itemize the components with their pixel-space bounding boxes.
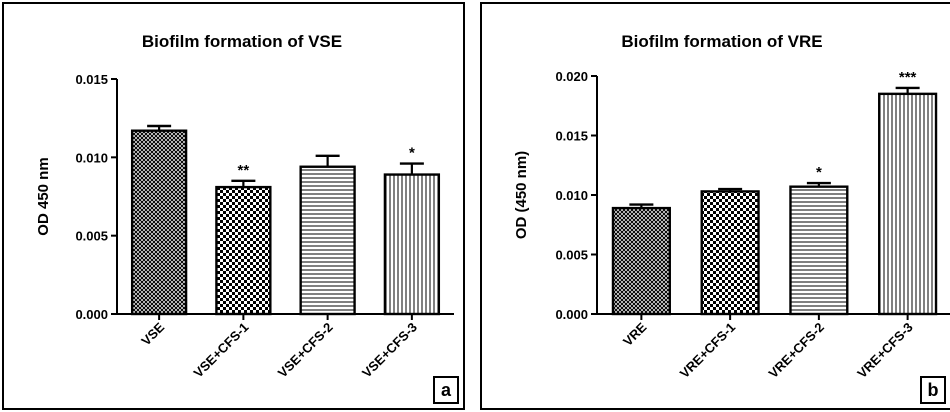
panel-label: a <box>433 376 459 404</box>
y-tick-label: 0.020 <box>555 69 588 84</box>
bar-vse <box>130 129 188 316</box>
significance-label: * <box>409 145 415 162</box>
category-label: VRE+CFS-3 <box>854 320 915 381</box>
category-label: VSE+CFS-3 <box>359 320 420 381</box>
bar-vre-cfs-1 <box>700 190 760 316</box>
y-tick-label: 0.015 <box>75 72 108 87</box>
category-label: VSE+CFS-1 <box>191 320 252 381</box>
chart-svg-vre: Biofilm formation of VRE OD (450 nm) 0.000… <box>513 32 950 381</box>
chart-title: Biofilm formation of VSE <box>142 32 342 51</box>
y-axis-label: OD 450 nm <box>35 157 52 235</box>
chart-panel-vre: Biofilm formation of VRE OD (450 nm) 0.000… <box>480 2 950 410</box>
y-tick-label: 0.015 <box>555 129 588 144</box>
chart-panel-vse: Biofilm formation of VSE OD 450 nm 0.000 0.… <box>2 2 465 410</box>
y-tick-label: 0.005 <box>555 248 588 263</box>
category-label: VRE <box>620 319 650 349</box>
bar-vre-cfs-3 <box>878 92 938 316</box>
significance-label: ** <box>238 162 250 179</box>
bar-vse-cfs-1 <box>215 185 272 316</box>
bar-vse-cfs-2 <box>299 165 356 316</box>
y-tick-label: 0.000 <box>75 307 108 322</box>
chart-title: Biofilm formation of VRE <box>621 32 822 51</box>
significance-label: * <box>816 164 822 181</box>
category-label: VSE+CFS-2 <box>275 320 336 381</box>
y-tick-label: 0.005 <box>75 229 108 244</box>
category-label: VSE <box>138 319 167 348</box>
y-tick-label: 0.010 <box>75 150 108 165</box>
category-label: VRE+CFS-2 <box>766 320 827 381</box>
bar-vse-cfs-3 <box>383 173 441 316</box>
panel-label: b <box>920 376 946 404</box>
bar-vre-cfs-2 <box>789 185 849 316</box>
y-tick-label: 0.000 <box>555 307 588 322</box>
bar-vre <box>611 206 671 316</box>
significance-label: *** <box>899 69 917 86</box>
chart-svg-vse: Biofilm formation of VSE OD 450 nm 0.000 0.… <box>35 32 454 381</box>
y-tick-label: 0.010 <box>555 188 588 203</box>
category-label: VRE+CFS-1 <box>677 320 738 381</box>
y-axis-label: OD (450 nm) <box>513 151 530 239</box>
